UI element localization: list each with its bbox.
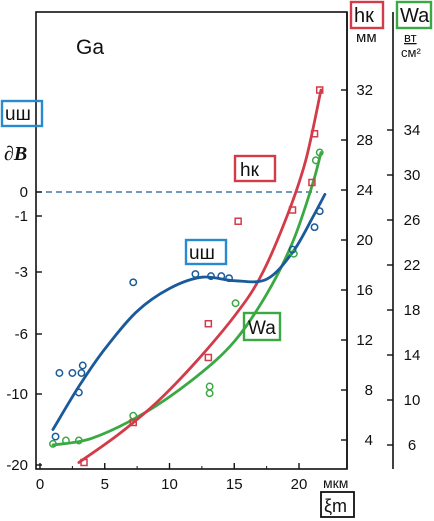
data-point-wa (74, 436, 83, 445)
data-point-wa (205, 389, 214, 398)
hk-tick-label: 20 (356, 232, 373, 249)
left-tick-label: -20 (6, 457, 28, 474)
hk-tick-label: 24 (356, 182, 373, 199)
annotation-wa: Wa (248, 318, 276, 339)
data-point-ush (129, 278, 138, 287)
hk-axis-label: hк (354, 5, 374, 27)
x-tick-label: 20 (291, 476, 308, 493)
data-point-ush (315, 207, 324, 216)
series-line-wa (51, 151, 323, 447)
data-point-ush (206, 272, 215, 281)
left-tick-label: -3 (15, 264, 28, 281)
data-point-hk (204, 320, 213, 328)
wa-tick-label: 6 (408, 437, 416, 454)
data-point-wa (205, 382, 214, 391)
data-point-hk (80, 458, 88, 467)
data-point-hk (288, 206, 297, 214)
hk-axis-label-box (349, 0, 385, 30)
x-tick-label: 10 (161, 476, 178, 493)
wa-axis-label-box (395, 0, 433, 30)
left-tick-label: -1 (15, 208, 28, 225)
data-point-ush (78, 361, 87, 370)
data-point-ush (288, 245, 297, 254)
left-axis-label-bottom: ∂B (4, 143, 27, 165)
wa-axis-label: Wa (400, 5, 430, 27)
data-point-ush (55, 369, 64, 377)
data-point-ush (74, 388, 83, 397)
x-axis-unit: мкм (323, 475, 348, 491)
wa-tick-label: 14 (404, 347, 421, 364)
left-tick-label: -6 (15, 326, 28, 343)
data-point-hk (315, 86, 324, 94)
data-point-wa (315, 148, 324, 157)
data-point-ush (310, 223, 319, 232)
annotation-box-wa (242, 311, 282, 342)
data-point-ush (225, 274, 234, 283)
x-axis-symbol: ξm (324, 496, 347, 516)
data-point-ush (68, 369, 77, 377)
hk-axis-unit: мм (356, 29, 377, 46)
wa-tick-label: 26 (404, 212, 421, 229)
data-point-hk (204, 353, 213, 362)
left-tick-label: -10 (6, 386, 28, 403)
annotation-box-hk (233, 154, 277, 183)
series-line-ush (51, 193, 327, 431)
hk-tick-label: 8 (365, 382, 373, 399)
annotation-hk: hк (240, 160, 260, 181)
x-axis-symbol-box (320, 491, 355, 518)
data-point-hk (129, 418, 137, 427)
wa-tick-label: 10 (404, 392, 421, 409)
data-point-wa (61, 436, 70, 445)
hk-tick-label: 4 (365, 432, 373, 449)
annotation-ush: uш (189, 243, 215, 264)
hk-tick-label: 12 (356, 332, 373, 349)
data-point-hk (310, 130, 319, 138)
wa-tick-label: 34 (404, 122, 421, 139)
data-point-ush (51, 432, 60, 441)
data-point-ush (217, 272, 226, 281)
x-tick-label: 15 (226, 476, 243, 493)
x-tick-label: 5 (101, 476, 109, 493)
x-tick-label: 0 (36, 476, 44, 493)
data-point-ush (77, 369, 86, 377)
hk-tick-label: 16 (356, 282, 373, 299)
data-point-wa (49, 439, 57, 448)
data-point-hk (234, 217, 242, 225)
hk-tick-label: 32 (356, 82, 373, 99)
wa-axis-unit-denominator: см² (401, 45, 421, 60)
hk-tick-label: 28 (356, 132, 373, 149)
left-axis-label-top: uш (5, 104, 31, 125)
annotation-box-ush (184, 238, 228, 266)
wa-tick-label: 30 (404, 167, 421, 184)
data-point-wa (231, 299, 240, 308)
data-point-wa (289, 249, 298, 258)
wa-tick-label: 22 (404, 257, 421, 274)
wa-axis-unit-numerator: вт (404, 30, 417, 45)
panel-label: Ga (76, 36, 104, 59)
data-point-hk (308, 178, 316, 187)
wa-tick-label: 18 (404, 302, 421, 319)
data-point-wa (311, 156, 320, 165)
left-tick-label: 0 (20, 184, 28, 201)
left-axis-label-box (0, 99, 44, 128)
data-point-ush (191, 270, 200, 279)
